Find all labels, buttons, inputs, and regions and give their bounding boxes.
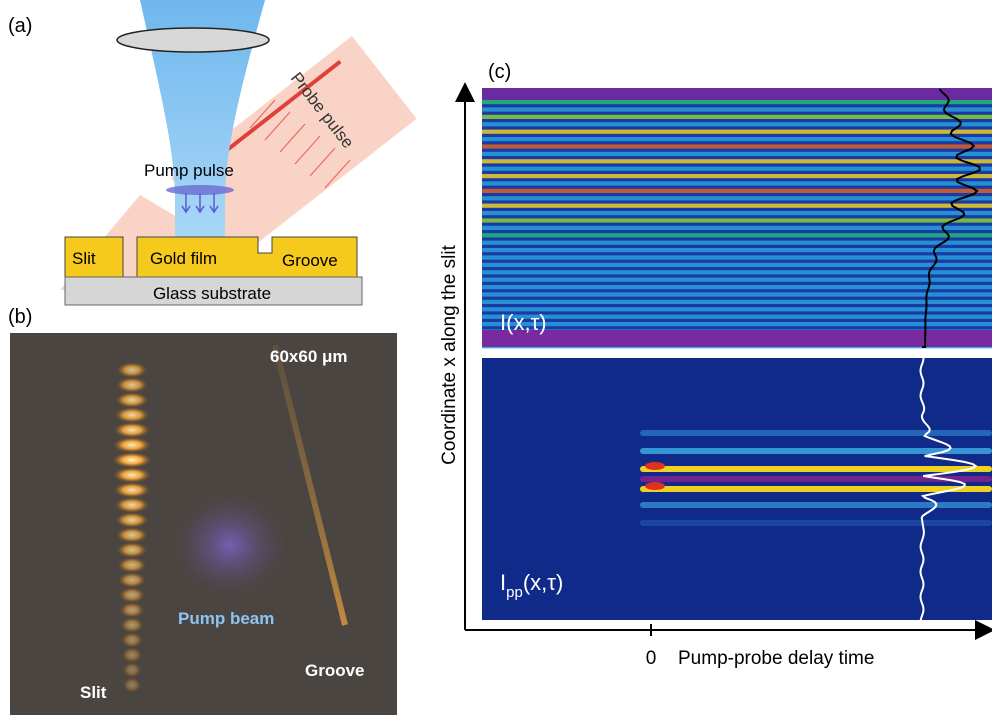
map-stripe — [482, 115, 992, 119]
map-stripe — [482, 137, 992, 141]
map-stripe — [482, 130, 992, 134]
slit-spot — [119, 602, 144, 618]
slit-spot — [115, 512, 149, 528]
map-stripe — [482, 218, 992, 222]
slit-spot — [116, 377, 149, 393]
groove-label: Groove — [282, 251, 338, 270]
map-stripe — [482, 285, 992, 289]
lens — [117, 28, 269, 52]
scale-label: 60x60 μm — [270, 347, 348, 366]
slit-spot — [114, 497, 150, 513]
map-stripe — [482, 307, 992, 311]
map-stripe — [482, 300, 992, 304]
slit-spot — [116, 542, 147, 558]
map-stripe — [482, 322, 992, 326]
slit-spot — [114, 407, 150, 423]
map-stripe — [482, 241, 992, 245]
gold-label: Gold film — [150, 249, 217, 268]
map-stripe — [482, 122, 992, 126]
subscript: pp — [506, 584, 523, 601]
panel-label: (c) — [488, 61, 511, 83]
slit-spot — [113, 422, 150, 438]
page: (a) Slit Gold film Groove Glass substrat… — [0, 0, 992, 715]
map-stripe — [640, 486, 992, 492]
slit-spot — [118, 572, 146, 588]
hotspot — [645, 462, 665, 470]
slit-spot — [116, 362, 147, 378]
pump-label: Pump pulse — [144, 161, 234, 180]
slit-spot — [113, 467, 152, 483]
panel-b: (b) 60x60 μm Pump beam Groove Slit — [8, 306, 397, 715]
top-map-label: I(x,τ) — [500, 310, 547, 335]
map-edge — [482, 88, 992, 100]
args: (x,τ) — [523, 570, 563, 595]
y-axis-label: Coordinate x along the slit — [439, 244, 460, 464]
panel-label: (b) — [8, 306, 32, 328]
map-stripe — [482, 263, 992, 267]
glass-label: Glass substrate — [153, 284, 271, 303]
panel-a: (a) Slit Gold film Groove Glass substrat… — [8, 0, 417, 305]
map-stripe — [640, 520, 992, 526]
map-stripe — [640, 466, 992, 472]
map-stripe — [482, 292, 992, 296]
pump-beam-label: Pump beam — [178, 609, 274, 628]
map-stripe — [482, 204, 992, 208]
map-stripe — [482, 159, 992, 163]
slit-spot — [116, 527, 149, 543]
slit-spot — [112, 452, 152, 468]
map-stripe — [482, 226, 992, 230]
figure: (a) Slit Gold film Groove Glass substrat… — [0, 0, 992, 715]
slit-label: Slit — [72, 249, 96, 268]
map-stripe — [482, 174, 992, 178]
map-stripe — [482, 233, 992, 237]
map-stripe — [482, 144, 992, 148]
map-stripe — [482, 100, 992, 104]
slit-spot — [115, 392, 149, 408]
map-stripe — [640, 502, 992, 508]
map-stripe — [482, 270, 992, 274]
map-stripe — [640, 430, 992, 436]
x-zero-label: 0 — [646, 648, 657, 669]
args: (x,τ) — [506, 310, 546, 335]
slit-spot — [113, 437, 152, 453]
slit-spot — [121, 632, 144, 648]
slit-spot — [121, 647, 142, 663]
map-stripe — [482, 315, 992, 319]
slit-spot — [119, 587, 146, 603]
map-edge — [482, 330, 992, 347]
map-stripe — [482, 189, 992, 193]
hotspot — [645, 482, 665, 490]
map-stripe — [482, 278, 992, 282]
map-stripe — [482, 181, 992, 185]
slit-label: Slit — [80, 683, 107, 702]
slit-spot — [120, 617, 144, 633]
map-stripe — [482, 107, 992, 111]
slit-spot — [113, 482, 150, 498]
intensity-map — [482, 88, 992, 348]
groove-label: Groove — [305, 661, 365, 680]
panel-c: (c) 0 Pump-probe delay time Coordinate x… — [439, 61, 992, 669]
panel-label: (a) — [8, 15, 32, 37]
slit-spot — [122, 662, 142, 678]
slit-spot — [122, 677, 141, 693]
map-stripe — [482, 211, 992, 215]
map-stripe — [482, 167, 992, 171]
map-stripe — [482, 196, 992, 200]
slit-spot — [117, 557, 147, 573]
map-stripe — [482, 152, 992, 156]
map-stripe — [482, 248, 992, 252]
x-axis-label: Pump-probe delay time — [678, 648, 874, 669]
pump-spot — [170, 490, 290, 600]
map-stripe — [482, 255, 992, 259]
